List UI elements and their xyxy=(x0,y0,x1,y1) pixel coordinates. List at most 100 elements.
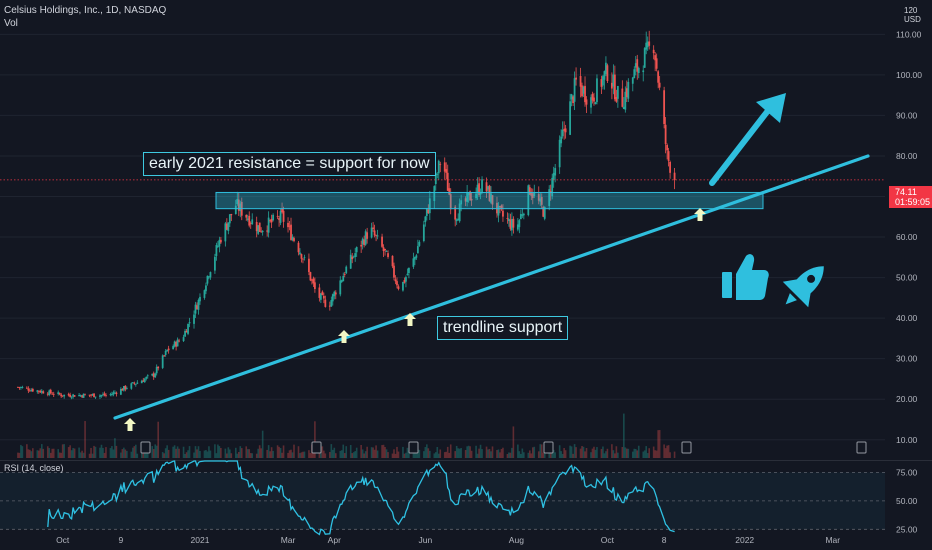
volume-bar xyxy=(658,430,661,458)
volume-bar xyxy=(558,445,561,458)
volume-bar xyxy=(142,453,145,458)
candle-body xyxy=(58,393,61,395)
volume-bar xyxy=(126,450,128,458)
trendline-annotation[interactable]: trendline support xyxy=(437,316,569,340)
candle-body xyxy=(448,188,451,195)
volume-bar xyxy=(157,421,159,458)
bullish-arrow-head xyxy=(756,93,786,123)
volume-bar xyxy=(115,445,118,458)
candle-body xyxy=(436,174,439,175)
volume-bar xyxy=(508,452,510,458)
volume-bar xyxy=(299,453,301,458)
volume-bar xyxy=(251,453,254,458)
candle-body xyxy=(46,393,49,395)
price-tick-label: 80.00 xyxy=(896,151,918,161)
candle-body xyxy=(215,245,218,256)
volume-bar xyxy=(332,449,334,458)
rsi-label[interactable]: RSI (14, close) xyxy=(4,463,64,473)
time-tick-label: Apr xyxy=(328,535,341,545)
candle-body xyxy=(631,77,634,84)
candle-body xyxy=(527,185,530,216)
volume-bar xyxy=(145,453,148,458)
volume-bar xyxy=(30,451,33,458)
candle-body xyxy=(542,207,545,217)
volume-bar xyxy=(523,452,525,458)
candle-body xyxy=(100,395,103,396)
volume-bar xyxy=(29,449,31,458)
volume-bar xyxy=(257,448,259,458)
volume-bar xyxy=(517,444,519,458)
volume-bar xyxy=(82,452,85,458)
candle-body xyxy=(645,42,648,50)
candle-body xyxy=(203,290,206,298)
candle-body xyxy=(112,392,115,395)
candle-body xyxy=(143,378,146,383)
candle-body xyxy=(485,182,488,192)
candle-body xyxy=(136,382,139,384)
candle-body xyxy=(21,387,24,388)
volume-bar xyxy=(354,451,356,458)
volume-bar xyxy=(81,450,83,458)
volume-bar xyxy=(321,446,324,458)
candle-body xyxy=(396,281,398,286)
volume-bar xyxy=(436,446,439,458)
volume-bar xyxy=(61,444,64,458)
volume-bar xyxy=(397,451,400,458)
volume-bar xyxy=(385,449,388,458)
candle-body xyxy=(300,254,303,259)
volume-bar xyxy=(255,453,258,458)
currency-code[interactable]: USD xyxy=(904,15,921,24)
volume-bar xyxy=(623,413,625,458)
symbol-title[interactable]: Celsius Holdings, Inc., 1D, NASDAQ xyxy=(4,5,167,16)
candle-body xyxy=(466,192,469,202)
volume-bar xyxy=(39,448,42,458)
candle-body xyxy=(142,380,145,382)
candle-body xyxy=(288,225,291,227)
price-tick-label: 110.00 xyxy=(896,29,922,39)
candle-body xyxy=(593,97,595,102)
price-tick-label: 30.00 xyxy=(896,354,918,364)
volume-bar xyxy=(521,448,524,458)
up-arrow-marker xyxy=(124,418,136,431)
candle-body xyxy=(506,218,509,219)
volume-bar xyxy=(612,450,615,458)
volume-bar xyxy=(570,446,573,458)
volume-bars xyxy=(17,413,676,458)
candle-body xyxy=(439,164,442,165)
candle-body xyxy=(406,273,409,275)
candle-body xyxy=(476,184,479,193)
volume-bar xyxy=(205,450,207,458)
candle-body xyxy=(594,102,597,105)
candle-body xyxy=(291,236,294,241)
candle-body xyxy=(99,395,101,397)
rocket-body xyxy=(789,266,824,301)
candle-body xyxy=(82,393,85,398)
candle-body xyxy=(366,232,369,239)
time-tick-label: Jun xyxy=(418,535,432,545)
candle-body xyxy=(354,253,357,258)
volume-bar xyxy=(434,452,437,458)
volume-bar xyxy=(512,426,515,458)
candle-body xyxy=(175,341,178,347)
thumbs-up-icon xyxy=(722,254,769,300)
resistance-annotation[interactable]: early 2021 resistance = support for now xyxy=(143,152,436,176)
volume-bar xyxy=(445,451,448,458)
candle-body xyxy=(119,388,122,395)
candle-body xyxy=(613,74,616,100)
candle-body xyxy=(634,63,637,68)
volume-bar xyxy=(333,447,336,458)
candle-body xyxy=(454,206,457,220)
price-grid xyxy=(0,33,885,441)
candle-body xyxy=(197,299,200,310)
candle-body xyxy=(276,215,279,217)
volume-bar xyxy=(151,446,154,458)
rocket-flame xyxy=(785,293,797,305)
candle-body xyxy=(384,248,386,251)
volume-bar xyxy=(121,449,124,458)
candle-body xyxy=(94,396,97,398)
volume-bar xyxy=(548,449,551,458)
volume-bar xyxy=(188,446,191,458)
candle-body xyxy=(643,48,646,68)
volume-bar xyxy=(579,448,582,458)
